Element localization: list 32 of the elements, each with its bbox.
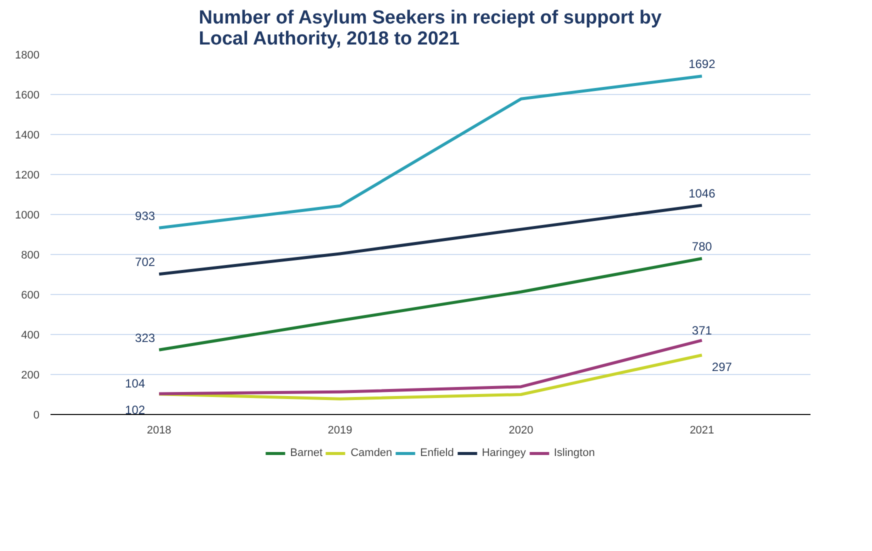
x-tick-label: 2019 bbox=[328, 424, 352, 436]
legend-label: Barnet bbox=[290, 447, 323, 459]
y-tick-label: 1200 bbox=[15, 170, 40, 182]
y-tick-label: 200 bbox=[21, 370, 40, 382]
line-series bbox=[158, 354, 704, 400]
y-tick-label: 1600 bbox=[15, 90, 40, 102]
data-label: 104 bbox=[125, 376, 146, 391]
y-tick-label: 1400 bbox=[15, 130, 40, 142]
y-tick-label: 600 bbox=[21, 290, 40, 302]
y-tick-label: 0 bbox=[33, 410, 40, 422]
y-tick-label: 800 bbox=[21, 250, 40, 262]
data-label: 1692 bbox=[688, 57, 716, 72]
chart-title: Number of Asylum Seekers in reciept of support by Local Authority, 2018 to 2021 bbox=[198, 8, 662, 50]
data-label: 371 bbox=[692, 323, 712, 338]
data-label: 702 bbox=[135, 255, 156, 270]
legend-label: Islington bbox=[554, 447, 595, 459]
x-tick-label: 2021 bbox=[690, 424, 714, 436]
line-series bbox=[158, 338, 704, 396]
legend-label: Camden bbox=[350, 447, 392, 459]
y-tick-label: 400 bbox=[21, 330, 40, 342]
data-label: 780 bbox=[692, 240, 712, 254]
data-label: 102 bbox=[125, 403, 146, 418]
legend-label: Haringey bbox=[482, 447, 526, 459]
x-tick-label: 2020 bbox=[508, 424, 534, 436]
x-tick-label: 2018 bbox=[146, 424, 172, 436]
data-label: 933 bbox=[135, 208, 156, 223]
legend-label: Enfield bbox=[420, 447, 454, 459]
data-label: 323 bbox=[135, 330, 156, 345]
data-label: 1046 bbox=[688, 186, 716, 200]
data-label: 297 bbox=[712, 360, 732, 374]
y-tick-label: 1000 bbox=[15, 210, 40, 222]
y-tick-label: 1800 bbox=[15, 50, 40, 62]
